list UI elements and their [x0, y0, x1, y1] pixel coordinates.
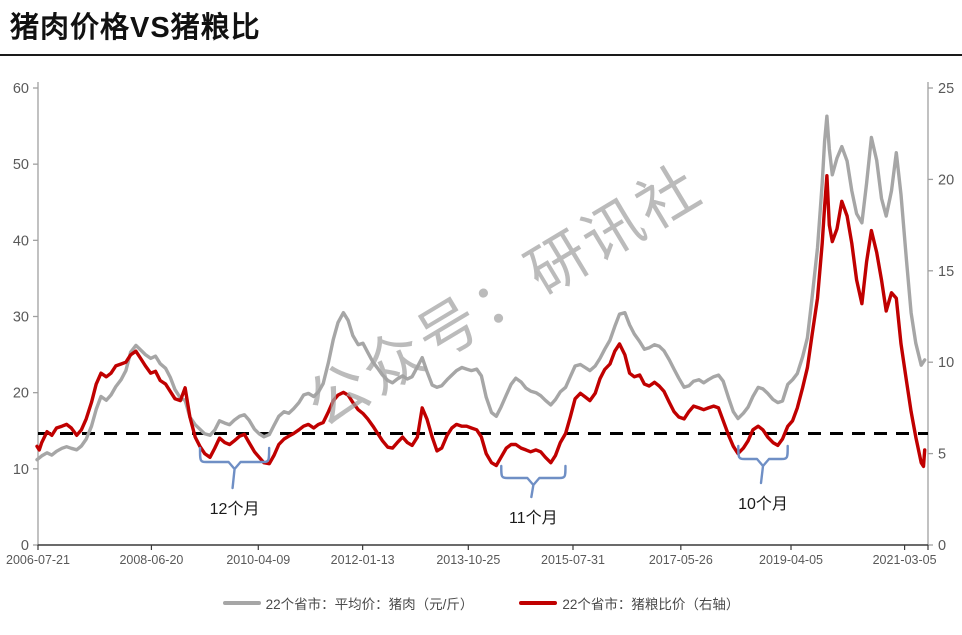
- x-axis-tick-label: 2015-07-31: [541, 553, 605, 567]
- left-axis-tick-label: 60: [13, 81, 29, 97]
- right-axis-tick-label: 15: [938, 264, 954, 280]
- left-axis-tick-label: 50: [13, 157, 29, 173]
- legend-label-ratio: 22个省市：猪粮比价（右轴）: [562, 597, 740, 612]
- right-axis-tick-label: 25: [938, 81, 954, 97]
- left-axis-tick-label: 30: [13, 310, 29, 326]
- annotation-brace: [198, 446, 271, 490]
- right-axis-tick-label: 5: [938, 447, 946, 463]
- chart-legend: 22个省市：平均价：猪肉（元/斤） 22个省市：猪粮比价（右轴）: [0, 593, 962, 613]
- x-axis-tick-label: 2010-04-09: [226, 553, 290, 567]
- annotation-brace: [500, 464, 567, 499]
- page-title: 猪肉价格VS猪粮比: [10, 12, 261, 44]
- pork-price-line-swatch: [222, 601, 261, 605]
- left-axis-tick-label: 20: [13, 386, 29, 402]
- right-axis-tick-label: 10: [938, 355, 954, 371]
- pork-price-line: [35, 114, 927, 462]
- legend-item-pork-price: 22个省市：平均价：猪肉（元/斤）: [222, 593, 474, 613]
- legend-item-ratio: 22个省市：猪粮比价（右轴）: [519, 593, 739, 613]
- x-axis-tick-label: 2017-05-26: [649, 553, 713, 567]
- annotation-brace: [737, 444, 789, 485]
- right-axis-tick-label: 0: [938, 538, 946, 554]
- legend-label-pork-price: 22个省市：平均价：猪肉（元/斤）: [265, 597, 474, 612]
- x-axis-tick-label: 2019-04-05: [759, 553, 823, 567]
- left-axis-tick-label: 0: [21, 538, 29, 554]
- annotation-label-10months: 10个月: [738, 496, 788, 513]
- annotation-label-11months: 11个月: [509, 510, 558, 527]
- annotation-label-12months: 12个月: [209, 501, 260, 518]
- pig-grain-ratio-line: [35, 173, 927, 469]
- x-axis-tick-label: 2012-01-13: [331, 553, 395, 567]
- right-axis-tick-label: 20: [938, 172, 954, 188]
- ratio-line-swatch: [519, 601, 558, 605]
- x-axis-tick-label: 2013-10-25: [436, 553, 500, 567]
- x-axis-tick-label: 2006-07-21: [6, 553, 70, 567]
- left-axis-tick-label: 10: [13, 462, 29, 478]
- x-axis-tick-label: 2008-06-20: [119, 553, 183, 567]
- pork-price-vs-ratio-chart: 0 10 20 30 40 50 60 0 5 10 15 20 25 2006-07-21 2008-06…: [6, 81, 954, 567]
- x-axis-tick-label: 2021-03-05: [873, 553, 937, 567]
- title-divider: [0, 54, 962, 56]
- left-axis-tick-label: 40: [13, 233, 29, 249]
